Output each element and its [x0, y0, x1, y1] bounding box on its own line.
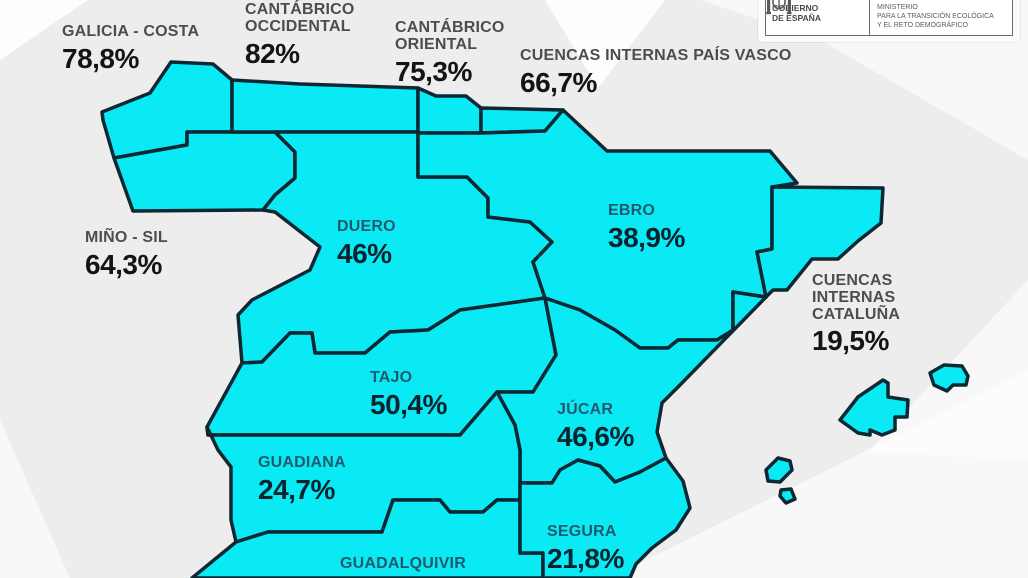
- label-jucar: JÚCAR 46,6%: [557, 401, 634, 452]
- region-value: 66,7%: [520, 66, 597, 98]
- region-value: 82%: [245, 37, 300, 69]
- region-name: GUADIANA: [258, 454, 346, 471]
- logo-gov-line2: DE ESPAÑA: [772, 13, 821, 24]
- region-name: JÚCAR: [557, 401, 614, 418]
- logo-left-cell: GOBIERNO DE ESPAÑA: [766, 0, 870, 35]
- region-value: 64,3%: [85, 248, 162, 280]
- region-shape-cantabrico-occidental: [230, 78, 420, 134]
- region-name: CUENCAS INTERNAS CATALUÑA: [812, 272, 901, 323]
- label-ebro: EBRO 38,9%: [608, 202, 685, 253]
- label-tajo: TAJO 50,4%: [370, 369, 447, 420]
- region-name: EBRO: [608, 202, 656, 219]
- region-value: 50,4%: [370, 388, 447, 420]
- label-guadalquivir: GUADALQUIVIR: [340, 555, 466, 576]
- region-value: 46%: [337, 237, 392, 269]
- label-cantabrico-oriental: CANTÁBRICO ORIENTAL 75,3%: [395, 19, 525, 87]
- background-shape: [545, 0, 665, 88]
- label-segura: SEGURA 21,8%: [547, 523, 624, 574]
- region-value: 46,6%: [557, 420, 634, 452]
- region-value: 75,3%: [395, 55, 472, 87]
- logo-gov-line1: GOBIERNO: [772, 3, 819, 14]
- region-name: CUENCAS INTERNAS PAÍS VASCO: [520, 47, 792, 64]
- island-mallorca: [838, 378, 910, 437]
- label-mino-sil: MIÑO - SIL 64,3%: [85, 229, 168, 280]
- logo-ministry-text: MINISTERIO PARA LA TRANSICIÓN ECOLÓGICA …: [877, 3, 1006, 30]
- region-value: 19,5%: [812, 325, 889, 357]
- island-menorca: [928, 363, 970, 393]
- region-value: 38,9%: [608, 221, 685, 253]
- island-ibiza: [764, 456, 794, 484]
- background-shape: [0, 420, 70, 578]
- region-name: SEGURA: [547, 523, 617, 540]
- label-cantabrico-occidental: CANTÁBRICO OCCIDENTAL 82%: [245, 1, 395, 69]
- logo-ministry-line3: Y EL RETO DEMOGRÁFICO: [877, 22, 968, 30]
- government-logo-card: GOBIERNO DE ESPAÑA TERCERA DEL GOBIERNO …: [758, 0, 1020, 42]
- region-value: 78,8%: [62, 42, 139, 74]
- region-shape-cantabrico-oriental: [416, 86, 483, 135]
- logo-ministry-line2: PARA LA TRANSICIÓN ECOLÓGICA: [877, 13, 994, 21]
- region-shape-cuencas-internas-cataluna: [755, 185, 885, 299]
- logo-government-text: GOBIERNO DE ESPAÑA: [772, 4, 821, 30]
- region-name: TAJO: [370, 369, 413, 386]
- label-cuencas-internas-pais-vasco: CUENCAS INTERNAS PAÍS VASCO 66,7%: [520, 47, 792, 98]
- region-value: 21,8%: [547, 542, 624, 574]
- region-name: CANTÁBRICO ORIENTAL: [395, 19, 505, 53]
- background-shape: [610, 370, 1028, 578]
- region-name: DUERO: [337, 218, 396, 235]
- island-formentera: [778, 487, 797, 505]
- label-duero: DUERO 46%: [337, 218, 396, 269]
- logo-right-cell: TERCERA DEL GOBIERNO MINISTERIO PARA LA …: [870, 0, 1012, 35]
- label-guadiana: GUADIANA 24,7%: [258, 454, 346, 505]
- logo-ministry-line1: MINISTERIO: [877, 4, 918, 12]
- government-logo: GOBIERNO DE ESPAÑA TERCERA DEL GOBIERNO …: [765, 0, 1013, 36]
- region-name: GUADALQUIVIR: [340, 555, 466, 572]
- region-name: MIÑO - SIL: [85, 229, 168, 246]
- region-shape-segura: [518, 456, 692, 578]
- region-value: 24,7%: [258, 473, 335, 505]
- label-galicia-costa: GALICIA - COSTA 78,8%: [62, 23, 200, 74]
- background-shape: [0, 0, 88, 60]
- label-cuencas-internas-cataluna: CUENCAS INTERNAS CATALUÑA 19,5%: [812, 272, 977, 357]
- region-name: GALICIA - COSTA: [62, 23, 200, 40]
- spain-coat-of-arms-icon: [766, 0, 792, 15]
- region-name: CANTÁBRICO OCCIDENTAL: [245, 1, 355, 35]
